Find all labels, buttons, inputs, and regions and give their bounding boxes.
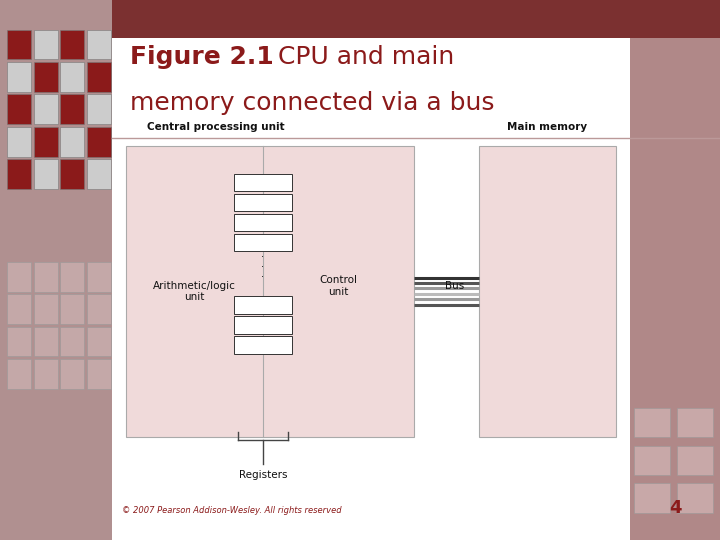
Text: CPU and main: CPU and main xyxy=(270,45,454,69)
Bar xyxy=(87,159,111,189)
Bar xyxy=(7,159,31,189)
Bar xyxy=(34,30,58,59)
Text: Main memory: Main memory xyxy=(507,122,588,132)
Bar xyxy=(126,146,414,437)
Bar xyxy=(7,327,31,356)
Text: © 2007 Pearson Addison-Wesley. All rights reserved: © 2007 Pearson Addison-Wesley. All right… xyxy=(122,506,342,515)
Bar xyxy=(60,327,84,356)
Text: 4: 4 xyxy=(669,498,681,517)
Bar xyxy=(34,127,58,157)
Bar xyxy=(60,294,84,324)
Bar xyxy=(7,294,31,324)
Bar xyxy=(87,30,111,59)
Bar xyxy=(234,214,292,231)
Bar xyxy=(34,159,58,189)
Bar xyxy=(634,483,670,513)
Bar xyxy=(34,327,58,356)
Bar xyxy=(60,30,84,59)
Bar xyxy=(234,234,292,251)
Bar xyxy=(60,359,84,389)
Bar xyxy=(479,146,616,437)
Bar xyxy=(87,359,111,389)
Bar xyxy=(34,359,58,389)
Bar xyxy=(7,359,31,389)
Bar xyxy=(60,62,84,92)
Bar xyxy=(677,446,713,475)
Text: Central processing unit: Central processing unit xyxy=(147,122,285,132)
Bar xyxy=(112,0,720,38)
Bar xyxy=(234,174,292,191)
Text: memory connected via a bus: memory connected via a bus xyxy=(130,91,494,114)
Bar xyxy=(234,336,292,354)
Bar xyxy=(87,127,111,157)
Text: Figure 2.1: Figure 2.1 xyxy=(130,45,274,69)
Bar xyxy=(7,127,31,157)
Bar xyxy=(87,327,111,356)
Bar xyxy=(634,446,670,475)
Text: Control
unit: Control unit xyxy=(320,275,357,297)
Bar xyxy=(60,127,84,157)
Bar xyxy=(677,483,713,513)
Bar xyxy=(234,296,292,314)
Bar xyxy=(7,262,31,292)
Bar xyxy=(634,408,670,437)
Bar xyxy=(234,194,292,211)
Text: Registers: Registers xyxy=(238,470,287,480)
Bar xyxy=(34,294,58,324)
Bar xyxy=(0,0,112,540)
Bar xyxy=(7,30,31,59)
Bar xyxy=(87,294,111,324)
Bar xyxy=(87,62,111,92)
Text: Bus: Bus xyxy=(445,281,464,291)
Bar xyxy=(34,62,58,92)
Bar xyxy=(112,143,630,518)
Bar xyxy=(60,94,84,124)
Bar xyxy=(87,262,111,292)
Bar xyxy=(677,408,713,437)
Text: Arithmetic/logic
unit: Arithmetic/logic unit xyxy=(153,281,236,302)
Bar xyxy=(34,94,58,124)
Bar xyxy=(7,94,31,124)
Bar xyxy=(60,262,84,292)
Bar xyxy=(60,159,84,189)
Bar xyxy=(7,62,31,92)
Bar xyxy=(234,316,292,334)
Bar xyxy=(87,94,111,124)
Bar xyxy=(34,262,58,292)
Text: .
.
.: . . . xyxy=(261,249,264,279)
Bar xyxy=(630,0,720,540)
